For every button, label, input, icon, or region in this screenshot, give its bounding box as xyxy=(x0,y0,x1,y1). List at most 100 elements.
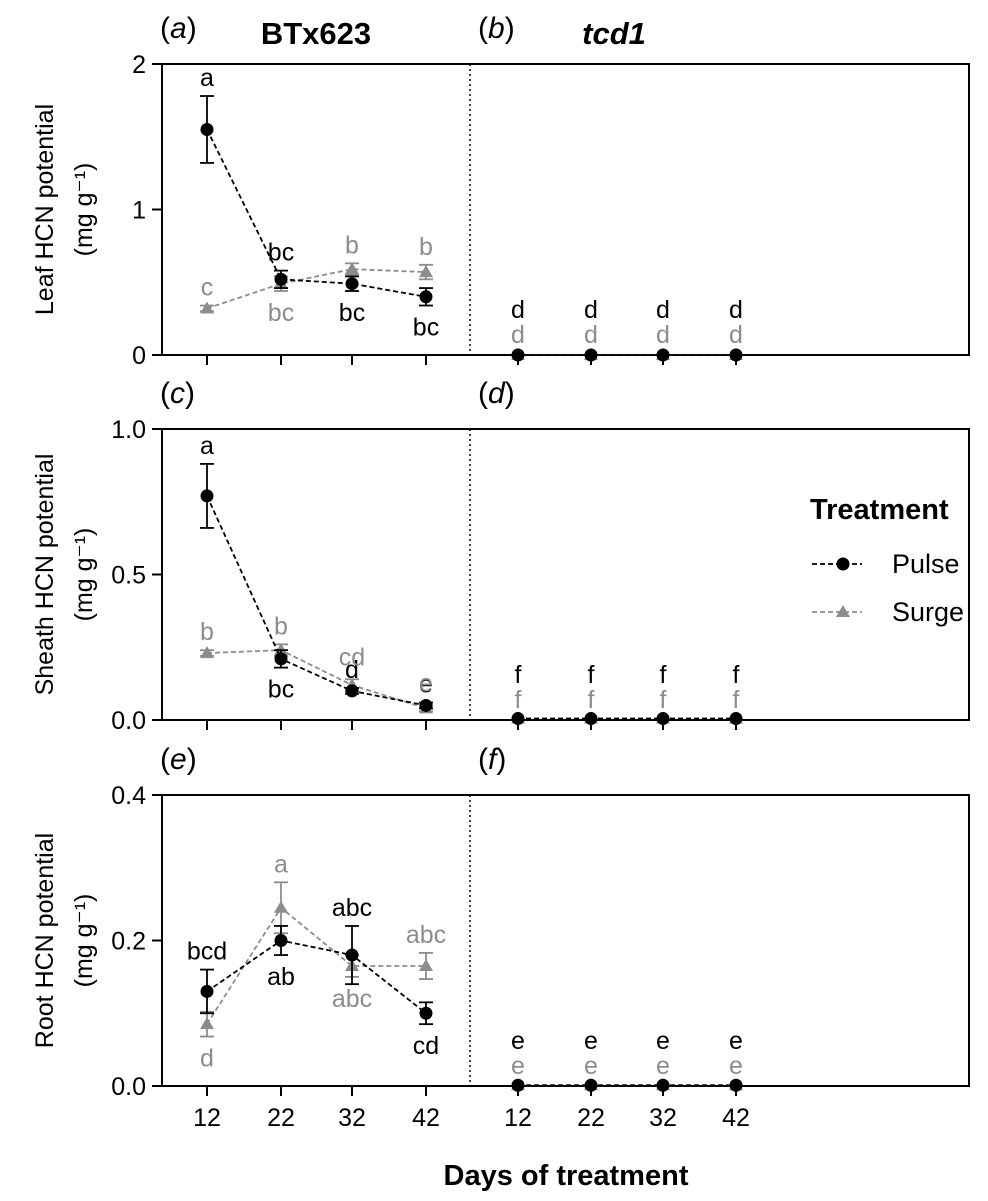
point-pulse xyxy=(656,1078,670,1092)
point-pulse xyxy=(200,984,214,998)
series-line-pulse xyxy=(206,495,427,707)
point-pulse xyxy=(511,712,525,726)
significance-letter-pulse: f xyxy=(733,661,740,689)
y-tick-label: 0.5 xyxy=(111,562,146,590)
significance-letter-pulse: e xyxy=(584,1027,598,1055)
significance-letter-surge: e xyxy=(419,669,433,697)
significance-letter-surge: d xyxy=(200,1045,214,1073)
significance-letter-pulse: d xyxy=(729,296,743,324)
significance-letter-surge: d xyxy=(584,321,598,349)
significance-letter-surge: c xyxy=(201,274,214,302)
y-axis-unit: (mg g⁻¹) xyxy=(70,528,98,622)
significance-letter-surge: a xyxy=(274,850,288,878)
significance-letter-surge: b xyxy=(419,233,433,261)
significance-letter-pulse: bc xyxy=(268,239,294,267)
x-tick-label: 12 xyxy=(193,1104,221,1132)
significance-letter-surge: e xyxy=(511,1052,525,1080)
y-axis-title: Leaf HCN potential xyxy=(31,104,59,315)
significance-letter-pulse: f xyxy=(515,661,522,689)
significance-letter-surge: abc xyxy=(332,985,372,1013)
significance-letter-surge: f xyxy=(588,686,595,714)
y-tick-label: 0 xyxy=(132,342,146,370)
point-pulse xyxy=(200,489,214,503)
significance-letter-pulse: a xyxy=(200,64,214,92)
significance-letter-surge: b xyxy=(345,231,359,259)
series-line-surge xyxy=(206,649,427,710)
significance-letter-pulse: d xyxy=(584,296,598,324)
significance-letter-pulse: d xyxy=(345,656,359,684)
panel-a-series: a bc bc bc c bc b b xyxy=(200,64,439,342)
y-tick-label: 1.0 xyxy=(111,416,146,444)
y-tick-label: 0.0 xyxy=(111,707,146,735)
legend-item-pulse: Pulse xyxy=(812,549,960,579)
point-pulse xyxy=(584,348,598,362)
panel-d-series: f f f ff f f f xyxy=(511,661,743,726)
significance-letter-surge: cd xyxy=(339,643,365,671)
point-pulse xyxy=(584,712,598,726)
x-tick-label: 42 xyxy=(412,1104,440,1132)
panel-row-c-d: (c) (d) 0.0 0.5 1.0 Sheath HCN potential (mg g… xyxy=(31,377,970,735)
y-axis-title: Sheath HCN potential xyxy=(31,454,59,696)
panel-label-c: (c) xyxy=(160,377,195,410)
x-axis-title: Days of treatment xyxy=(444,1160,689,1192)
point-pulse xyxy=(419,1006,433,1020)
significance-letter-pulse: e xyxy=(419,671,433,699)
significance-letter-surge: abc xyxy=(406,921,446,949)
point-pulse xyxy=(274,934,288,947)
genotype-title-btx623: BTx623 xyxy=(261,16,371,51)
x-tick-label: 32 xyxy=(649,1104,677,1132)
significance-letter-pulse: bcd xyxy=(187,938,227,966)
x-tick-label: 42 xyxy=(722,1104,750,1132)
point-surge xyxy=(274,900,288,913)
point-pulse xyxy=(584,1078,598,1092)
significance-letter-pulse: bc xyxy=(413,314,439,342)
panel-letter: d xyxy=(488,377,506,410)
significance-letter-surge: d xyxy=(656,321,670,349)
point-pulse xyxy=(656,348,670,362)
y-tick-label: 2 xyxy=(132,51,146,79)
significance-letter-pulse: f xyxy=(588,661,595,689)
significance-letter-pulse: ab xyxy=(267,963,295,991)
significance-letter-surge: b xyxy=(274,612,288,640)
significance-letter-surge: f xyxy=(515,686,522,714)
point-pulse xyxy=(200,122,214,136)
y-tick-label: 0.4 xyxy=(111,782,146,810)
point-pulse xyxy=(656,712,670,726)
legend-label: Surge xyxy=(892,597,964,627)
panel-letter: e xyxy=(170,743,187,776)
significance-letter-surge: d xyxy=(511,321,525,349)
point-surge xyxy=(200,646,214,659)
panel-label-e: (e) xyxy=(160,743,197,776)
point-pulse xyxy=(345,948,359,962)
point-surge xyxy=(200,301,214,314)
point-pulse xyxy=(419,290,433,304)
point-surge xyxy=(345,262,359,275)
x-tick-label: 12 xyxy=(504,1104,532,1132)
panel-letter: c xyxy=(170,377,185,410)
significance-letter-surge: e xyxy=(656,1052,670,1080)
panel-e-series: bcd ab abc cd d a abc abc xyxy=(187,850,446,1072)
panel-label-b: (b) xyxy=(478,12,515,45)
significance-letter-pulse: d xyxy=(511,296,525,324)
genotype-title-tcd1: tcd1 xyxy=(582,16,646,51)
significance-letter-surge: f xyxy=(660,686,667,714)
panel-label-d: (d) xyxy=(478,377,515,410)
significance-letter-pulse: a xyxy=(200,432,214,460)
legend-marker-triangle xyxy=(836,605,850,617)
significance-letter-surge: e xyxy=(729,1052,743,1080)
legend: Treatment Pulse Surge xyxy=(810,494,964,627)
significance-letter-pulse: f xyxy=(660,661,667,689)
panel-b-series: d d d dd d d d xyxy=(511,296,743,362)
significance-letter-pulse: d xyxy=(656,296,670,324)
panel-row-e-f: (e) (f) 0.0 0.2 0.4 Root HCN potential (mg g⁻¹… xyxy=(31,743,970,1132)
significance-letter-surge: bc xyxy=(268,299,294,327)
significance-letter-surge: d xyxy=(729,321,743,349)
x-tick-label: 22 xyxy=(267,1104,295,1132)
y-tick-label: 0.0 xyxy=(111,1073,146,1101)
significance-letter-pulse: bc xyxy=(339,299,365,327)
legend-title: Treatment xyxy=(810,494,949,526)
point-pulse xyxy=(345,684,359,698)
